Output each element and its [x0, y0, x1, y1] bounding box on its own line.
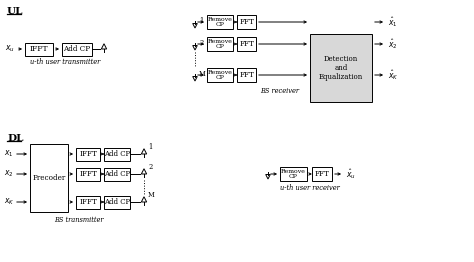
Bar [62, 42, 92, 56]
Text: 2: 2 [199, 39, 203, 47]
Polygon shape [266, 174, 270, 179]
Bar [207, 15, 233, 29]
Text: 1: 1 [199, 17, 203, 25]
Polygon shape [193, 46, 197, 50]
Polygon shape [141, 197, 146, 202]
Text: Remove
CP: Remove CP [281, 169, 306, 179]
Text: 1: 1 [148, 143, 152, 151]
Text: DL: DL [7, 134, 24, 143]
Text: $\hat{x}_2$: $\hat{x}_2$ [388, 37, 398, 51]
Text: Remove
CP: Remove CP [208, 17, 232, 28]
Text: Remove
CP: Remove CP [208, 39, 232, 50]
Text: Detection
and
Equalization: Detection and Equalization [319, 55, 363, 81]
Bar [104, 195, 130, 209]
Bar [30, 144, 68, 212]
Text: $\hat{x}_K$: $\hat{x}_K$ [388, 68, 399, 82]
Text: IFFT: IFFT [79, 198, 97, 206]
Text: M: M [199, 70, 206, 78]
Text: BS receiver: BS receiver [261, 87, 300, 95]
Text: $\hat{x}_1$: $\hat{x}_1$ [388, 15, 398, 29]
Bar [76, 167, 100, 181]
Bar [237, 15, 256, 29]
Bar [104, 167, 130, 181]
Text: Add CP: Add CP [104, 150, 130, 158]
Text: Precoder: Precoder [32, 174, 65, 182]
Text: $\hat{x}_u$: $\hat{x}_u$ [346, 167, 356, 181]
Bar [207, 68, 233, 82]
Text: IFFT: IFFT [79, 170, 97, 178]
Text: Remove
CP: Remove CP [208, 70, 232, 80]
Text: IFFT: IFFT [30, 45, 48, 53]
Text: FFT: FFT [239, 71, 254, 79]
Bar [25, 42, 53, 56]
Bar [76, 195, 100, 209]
Text: FFT: FFT [239, 40, 254, 48]
Bar [207, 37, 233, 51]
Bar [104, 148, 130, 161]
Bar [237, 68, 256, 82]
Bar [310, 34, 372, 102]
Text: $x_K$: $x_K$ [4, 197, 15, 207]
Text: u-th user transmitter: u-th user transmitter [30, 58, 100, 67]
Text: FFT: FFT [315, 170, 329, 178]
Text: $x_1$: $x_1$ [4, 149, 14, 159]
Text: u-th user receiver: u-th user receiver [280, 184, 340, 192]
Text: Add CP: Add CP [64, 45, 91, 53]
Text: FFT: FFT [239, 18, 254, 26]
Text: 2: 2 [148, 163, 152, 171]
Polygon shape [193, 24, 197, 28]
Polygon shape [141, 169, 146, 174]
Bar [280, 167, 307, 181]
Text: $x_u$: $x_u$ [5, 44, 15, 54]
Bar [312, 167, 332, 181]
Text: BS transmitter: BS transmitter [54, 216, 104, 224]
Polygon shape [101, 44, 107, 49]
Polygon shape [193, 77, 197, 81]
Text: Add CP: Add CP [104, 170, 130, 178]
Text: $x_2$: $x_2$ [4, 169, 14, 179]
Text: IFFT: IFFT [79, 150, 97, 158]
Bar [237, 37, 256, 51]
Bar [76, 148, 100, 161]
Text: Add CP: Add CP [104, 198, 130, 206]
Text: M: M [148, 191, 155, 199]
Text: UL: UL [7, 7, 24, 16]
Polygon shape [141, 149, 146, 154]
